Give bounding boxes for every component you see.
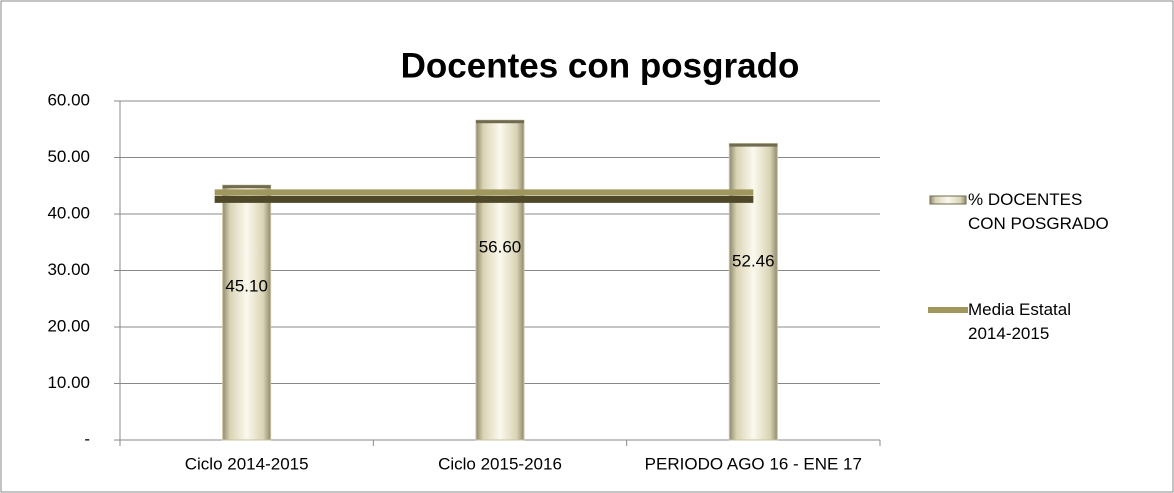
chart-title: Docentes con posgrado [401, 46, 800, 85]
legend-entry: Media Estatal 2014-2015 [968, 300, 1071, 343]
legend-swatch [929, 195, 967, 205]
y-tick-label: 20.00 [47, 316, 90, 335]
x-tick-label: PERIODO AGO 16 - ENE 17 [645, 454, 862, 473]
y-tick-label: 10.00 [47, 373, 90, 392]
bar [222, 184, 272, 441]
y-tick-label: 40.00 [47, 203, 90, 222]
bar-top [476, 120, 524, 124]
y-tick-label: 30.00 [47, 260, 90, 279]
y-tick-label: 50.00 [47, 147, 90, 166]
x-tick-label: Ciclo 2015-2016 [438, 454, 562, 473]
bar-top [729, 143, 778, 147]
data-label: 56.60 [479, 238, 522, 257]
x-tick-label: Ciclo 2014-2015 [185, 454, 309, 473]
data-label: 52.46 [732, 252, 775, 271]
legend-entry: % DOCENTES CON POSGRADO [968, 190, 1109, 233]
y-tick-label: 60.00 [47, 90, 90, 109]
y-tick-label: - [84, 429, 90, 448]
data-label: 45.10 [225, 277, 268, 296]
bar-top [222, 185, 271, 189]
bar [728, 143, 778, 441]
bar [475, 119, 525, 441]
